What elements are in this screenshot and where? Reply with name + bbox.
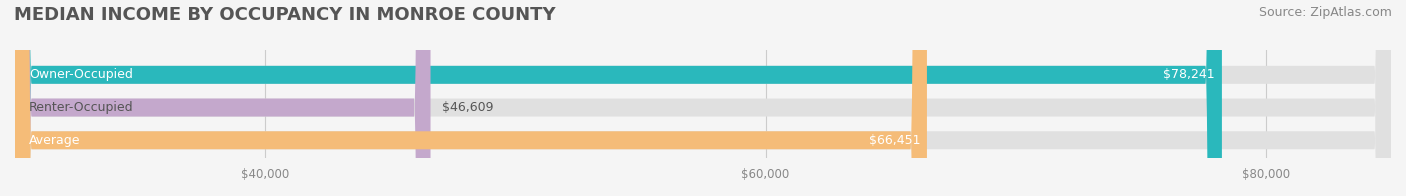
- Text: $46,609: $46,609: [441, 101, 494, 114]
- Text: Renter-Occupied: Renter-Occupied: [28, 101, 134, 114]
- FancyBboxPatch shape: [15, 0, 1222, 196]
- Text: Source: ZipAtlas.com: Source: ZipAtlas.com: [1258, 6, 1392, 19]
- FancyBboxPatch shape: [15, 0, 1391, 196]
- FancyBboxPatch shape: [15, 0, 1391, 196]
- FancyBboxPatch shape: [15, 0, 430, 196]
- Text: MEDIAN INCOME BY OCCUPANCY IN MONROE COUNTY: MEDIAN INCOME BY OCCUPANCY IN MONROE COU…: [14, 6, 555, 24]
- Text: Owner-Occupied: Owner-Occupied: [28, 68, 132, 81]
- FancyBboxPatch shape: [15, 0, 1391, 196]
- Text: Average: Average: [28, 134, 80, 147]
- Text: $66,451: $66,451: [869, 134, 920, 147]
- FancyBboxPatch shape: [15, 0, 927, 196]
- Text: $78,241: $78,241: [1163, 68, 1215, 81]
